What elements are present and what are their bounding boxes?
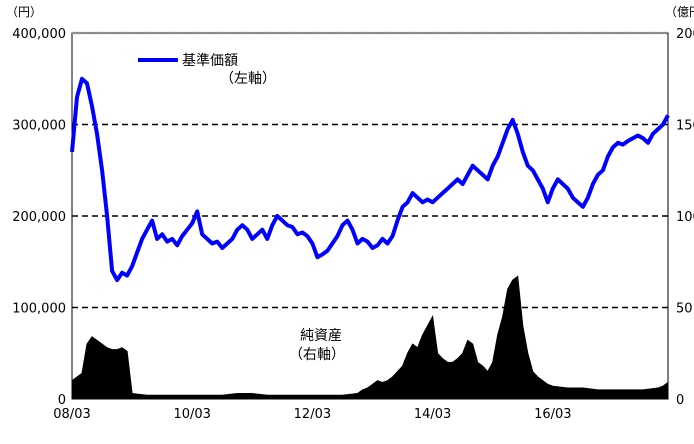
plot-frame xyxy=(71,32,669,400)
y-tick-label-right: 100 xyxy=(676,210,694,225)
y-tick-label-right: 50 xyxy=(676,302,693,317)
x-tick-label: 14/03 xyxy=(414,407,451,422)
y-tick-label-right: 150 xyxy=(676,119,694,134)
y-tick-label-right: 0 xyxy=(676,393,684,408)
area-label-net-assets: 純資産 xyxy=(300,328,342,344)
x-tick-label: 08/03 xyxy=(53,407,90,422)
y-tick-label-left: 0 xyxy=(58,393,66,408)
net-assets-series xyxy=(71,275,669,400)
nav-line xyxy=(70,76,670,283)
left-axis-unit: （円） xyxy=(6,5,42,19)
net-assets-area xyxy=(71,275,669,400)
x-tick-label: 10/03 xyxy=(173,407,210,422)
nav-series xyxy=(70,76,670,283)
y-tick-label-left: 400,000 xyxy=(12,27,66,42)
right-axis-unit: （億円） xyxy=(665,5,694,19)
x-tick-label: 16/03 xyxy=(534,407,571,422)
y-tick-label-left: 300,000 xyxy=(12,119,66,134)
y-tick-label-left: 100,000 xyxy=(12,302,66,317)
y-tick-label-left: 200,000 xyxy=(12,210,66,225)
y-tick-label-right: 200 xyxy=(676,27,694,42)
legend-label-nav: 基準価額 xyxy=(182,52,238,69)
legend-sub-nav: （左軸） xyxy=(220,71,276,87)
x-tick-label: 12/03 xyxy=(294,407,331,422)
axis-ticks: 0 100,000 200,000 300,000 400,000 0 50 100 150 20… xyxy=(12,27,694,422)
area-sub-net-assets: （右軸） xyxy=(289,347,345,363)
